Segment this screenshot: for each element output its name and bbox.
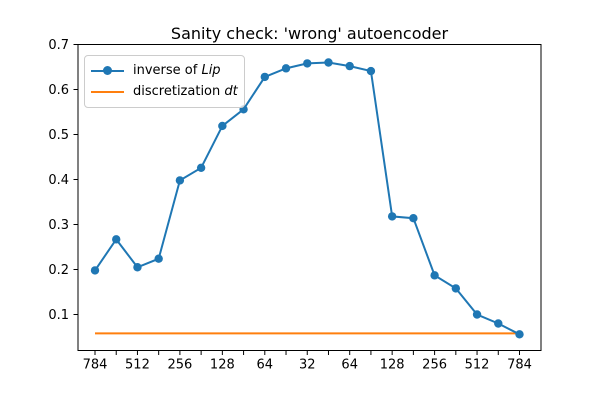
- x-tick-label: 64: [341, 358, 358, 373]
- y-tick-label: 0.3: [48, 218, 69, 233]
- data-point-marker: [494, 319, 503, 328]
- data-point-marker: [366, 66, 376, 76]
- y-tick-label: 0.5: [48, 128, 69, 143]
- legend-label: inverse of Lip: [133, 63, 221, 78]
- y-tick-label: 0.4: [48, 173, 69, 188]
- data-point-marker: [90, 266, 100, 275]
- legend-line-marker-icon: [91, 65, 124, 76]
- x-tick-label: 512: [465, 358, 490, 373]
- data-point-marker: [472, 310, 482, 319]
- x-tick-label: 128: [380, 358, 405, 373]
- legend-label: discretization dt: [133, 84, 238, 99]
- x-tick-label: 512: [125, 358, 150, 373]
- axis-frame: [77, 44, 542, 351]
- data-point-marker: [154, 254, 163, 263]
- data-point-marker: [218, 121, 227, 131]
- data-point-marker: [324, 58, 333, 67]
- x-tick-label: 128: [210, 358, 235, 373]
- data-point-marker: [281, 64, 291, 73]
- x-tick-label: 256: [167, 358, 192, 373]
- x-tick-label: 64: [257, 358, 274, 373]
- y-tick-label: 0.2: [48, 263, 69, 278]
- data-point-marker: [303, 59, 312, 68]
- data-point-marker: [409, 214, 418, 223]
- legend: inverse of Lip discretization dt: [84, 55, 245, 108]
- x-tick-label: 32: [299, 358, 316, 373]
- x-tick-label: 784: [507, 358, 532, 373]
- data-point-marker: [451, 284, 461, 293]
- y-tick-label: 0.6: [48, 83, 69, 98]
- data-point-marker: [175, 176, 185, 185]
- data-point-marker: [196, 163, 206, 172]
- data-point-marker: [430, 271, 439, 280]
- y-tick-label: 0.1: [48, 308, 69, 323]
- legend-entry-discretization-dt: discretization dt: [91, 81, 238, 102]
- data-point-marker: [515, 330, 524, 339]
- data-point-marker: [112, 235, 121, 244]
- x-tick-label: 784: [83, 358, 108, 373]
- x-tick-label: 256: [422, 358, 447, 373]
- legend-entry-inverse-lip: inverse of Lip: [91, 60, 236, 81]
- legend-line-icon: [91, 87, 124, 97]
- data-point-marker: [345, 61, 354, 71]
- data-point-marker: [387, 212, 397, 221]
- chart-title: Sanity check: 'wrong' autoencoder: [170, 24, 449, 43]
- y-tick-label: 0.7: [48, 38, 69, 53]
- data-point-marker: [133, 263, 142, 272]
- data-point-marker: [260, 72, 269, 82]
